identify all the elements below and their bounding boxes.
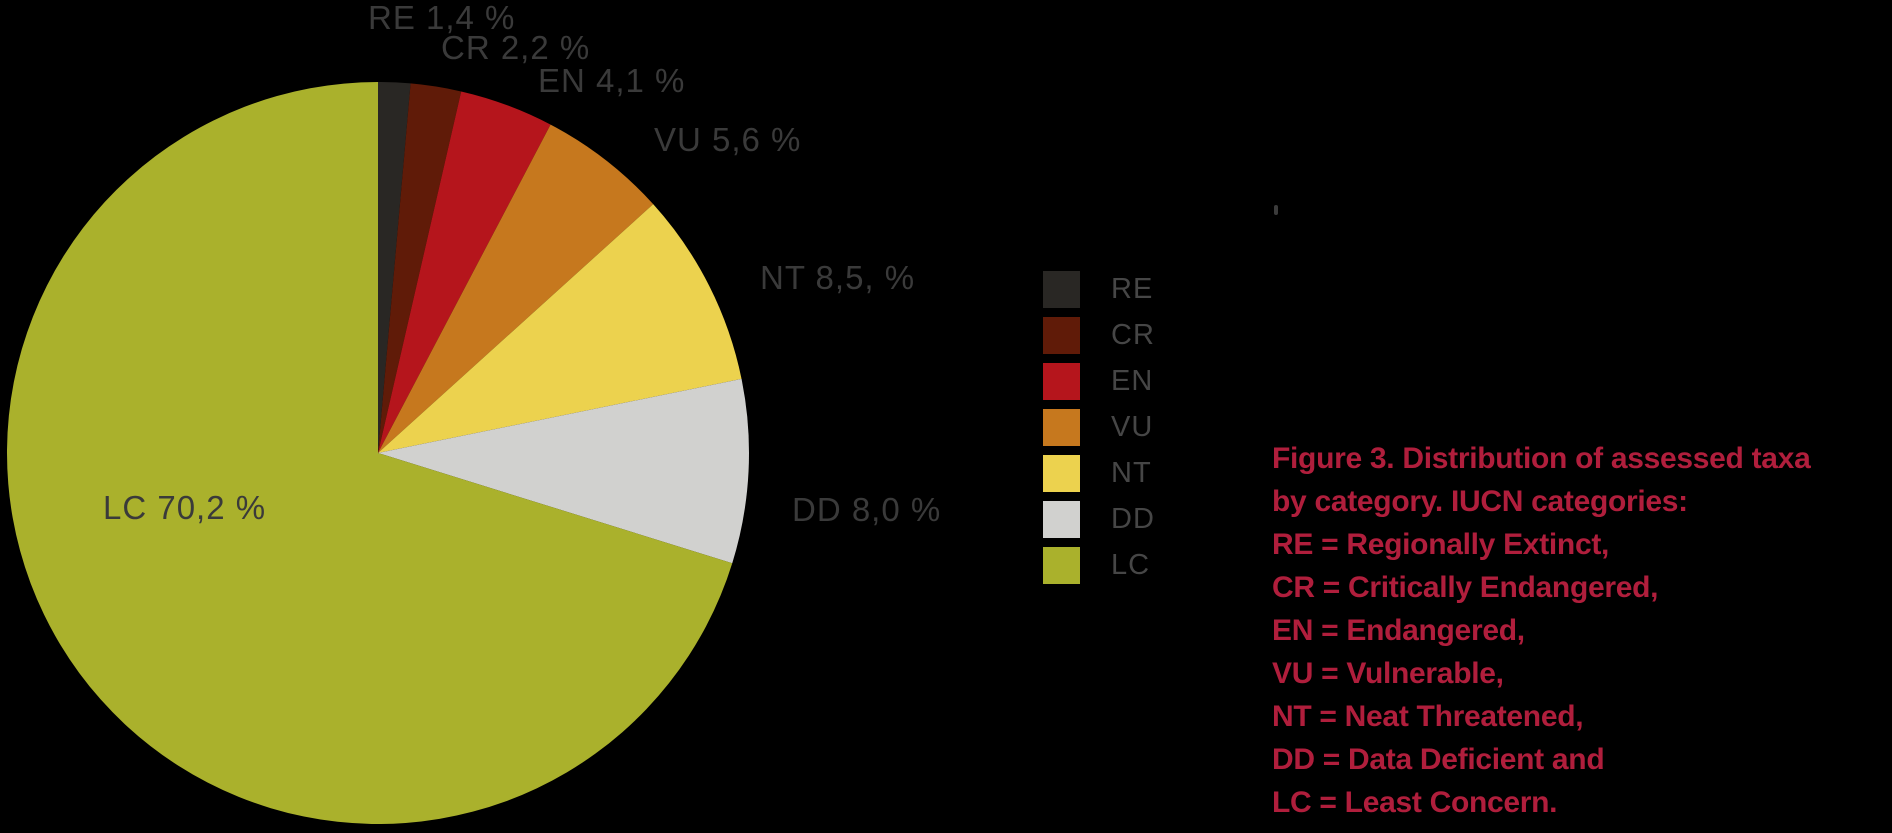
legend-swatch-cr <box>1043 317 1080 354</box>
pie-label-en: EN 4,1 % <box>538 62 686 99</box>
legend-swatch-lc <box>1043 547 1080 584</box>
legend-label-cr: CR <box>1111 319 1155 351</box>
legend-item-dd: DD <box>1043 501 1155 538</box>
caption-line: EN = Endangered, <box>1272 614 1525 647</box>
legend-item-cr: CR <box>1043 317 1155 354</box>
legend-label-re: RE <box>1111 273 1154 305</box>
legend-swatch-en <box>1043 363 1080 400</box>
figure-caption: Figure 3. Distribution of assessed taxa … <box>1272 437 1811 824</box>
caption-line: VU = Vulnerable, <box>1272 657 1504 690</box>
legend-label-lc: LC <box>1111 549 1151 581</box>
legend-label-vu: VU <box>1111 411 1154 443</box>
legend-swatch-dd <box>1043 501 1080 538</box>
legend-swatch-vu <box>1043 409 1080 446</box>
legend-item-vu: VU <box>1043 409 1155 446</box>
pie-slice-cr <box>378 83 462 454</box>
pie-label-re: RE 1,4 % <box>368 0 516 36</box>
pie-slice-nt <box>378 204 742 453</box>
caption-line: Figure 3. Distribution of assessed taxa <box>1272 442 1811 475</box>
legend-label-dd: DD <box>1111 503 1155 535</box>
pie-slice-en <box>378 91 551 453</box>
legend-label-en: EN <box>1111 365 1154 397</box>
legend-item-en: EN <box>1043 363 1155 400</box>
legend-item-nt: NT <box>1043 455 1155 492</box>
pie-label-nt: NT 8,5, % <box>760 259 916 296</box>
pie-label-dd: DD 8,0 % <box>792 491 942 528</box>
pie-slice-re <box>378 82 411 453</box>
stray-mark <box>1274 205 1278 215</box>
caption-line: LC = Least Concern. <box>1272 786 1558 819</box>
caption-line: by category. IUCN categories: <box>1272 485 1688 518</box>
pie-slice-dd <box>378 378 749 564</box>
legend-item-re: RE <box>1043 271 1155 308</box>
caption-line: CR = Critically Endangered, <box>1272 571 1659 604</box>
pie-slice-lc <box>6 82 733 824</box>
pie-label-vu: VU 5,6 % <box>654 121 802 158</box>
legend-label-nt: NT <box>1111 457 1152 489</box>
pie-label-lc: LC 70,2 % <box>103 489 267 526</box>
legend-swatch-re <box>1043 271 1080 308</box>
caption-line: DD = Data Deficient and <box>1272 743 1605 776</box>
pie-label-cr: CR 2,2 % <box>441 29 591 66</box>
pie-slice-vu <box>378 124 654 453</box>
caption-line: NT = Neat Threatened, <box>1272 700 1584 733</box>
legend-swatch-nt <box>1043 455 1080 492</box>
legend: RE CR EN VU NT DD LC <box>1043 271 1155 584</box>
legend-item-lc: LC <box>1043 547 1155 584</box>
caption-line: RE = Regionally Extinct, <box>1272 528 1610 561</box>
